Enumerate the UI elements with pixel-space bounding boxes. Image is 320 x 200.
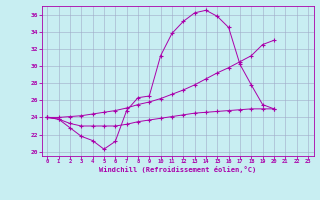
X-axis label: Windchill (Refroidissement éolien,°C): Windchill (Refroidissement éolien,°C)	[99, 166, 256, 173]
